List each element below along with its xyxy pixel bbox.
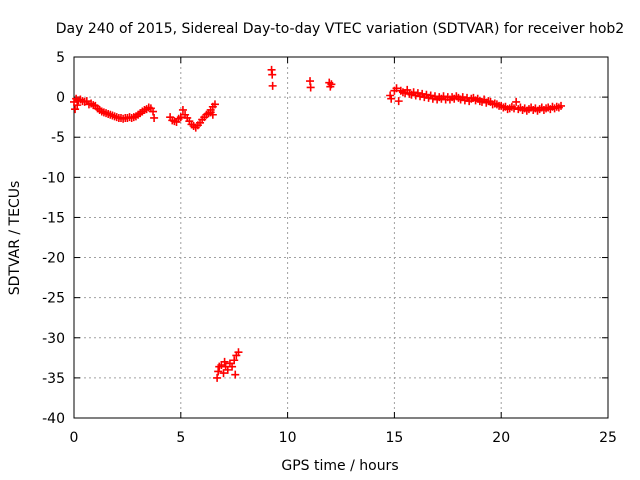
y-tick-label: 5 <box>56 50 65 66</box>
x-tick-label: 10 <box>279 430 297 446</box>
data-point <box>327 80 336 89</box>
data-point <box>228 362 237 371</box>
data-point <box>206 108 215 117</box>
data-point <box>394 97 403 106</box>
y-tick-label: -20 <box>42 251 65 267</box>
chart-title: Day 240 of 2015, Sidereal Day-to-day VTE… <box>56 21 624 37</box>
data-point <box>392 84 401 93</box>
data-series <box>70 65 566 382</box>
data-point <box>387 94 396 103</box>
data-point <box>149 107 158 116</box>
data-point <box>557 101 566 110</box>
data-point <box>73 101 82 110</box>
y-axis-label: SDTVAR / TECUs <box>7 181 23 296</box>
data-point <box>230 356 239 365</box>
data-point <box>268 70 277 79</box>
x-tick-label: 25 <box>599 430 617 446</box>
y-tick-label: -25 <box>42 291 65 307</box>
data-point <box>223 365 232 374</box>
x-tick-label: 0 <box>70 430 79 446</box>
x-axis-label: GPS time / hours <box>281 458 398 474</box>
data-point <box>213 373 222 382</box>
data-point <box>71 105 80 114</box>
y-tick-label: -40 <box>42 411 65 427</box>
y-tick-label: -15 <box>42 210 65 226</box>
data-point <box>268 81 277 90</box>
y-tick-label: -10 <box>42 170 65 186</box>
data-point <box>214 367 223 376</box>
y-tick-label: -35 <box>42 371 65 387</box>
y-tick-label: -5 <box>51 130 65 146</box>
data-point <box>512 97 521 106</box>
data-point <box>219 369 228 378</box>
x-tick-label: 20 <box>492 430 510 446</box>
x-tick-label: 15 <box>385 430 403 446</box>
data-point <box>510 104 519 113</box>
data-point <box>150 113 159 122</box>
y-tick-label: 0 <box>56 90 65 106</box>
y-tick-label: -30 <box>42 331 65 347</box>
y-axis: 5 0 -5 -10 -15 -20 -25 -30 -35 -40 <box>42 50 608 427</box>
data-point <box>234 348 243 357</box>
data-point <box>220 357 229 366</box>
plot-area-frame <box>73 56 609 419</box>
data-point <box>403 85 412 94</box>
grid-lines <box>74 57 608 418</box>
x-axis: 0 5 10 15 20 25 <box>70 57 617 446</box>
data-point <box>210 100 219 109</box>
x-tick-label: 5 <box>176 430 185 446</box>
data-point <box>176 113 185 122</box>
data-point <box>231 370 240 379</box>
data-point <box>178 105 187 114</box>
data-point <box>306 83 315 92</box>
